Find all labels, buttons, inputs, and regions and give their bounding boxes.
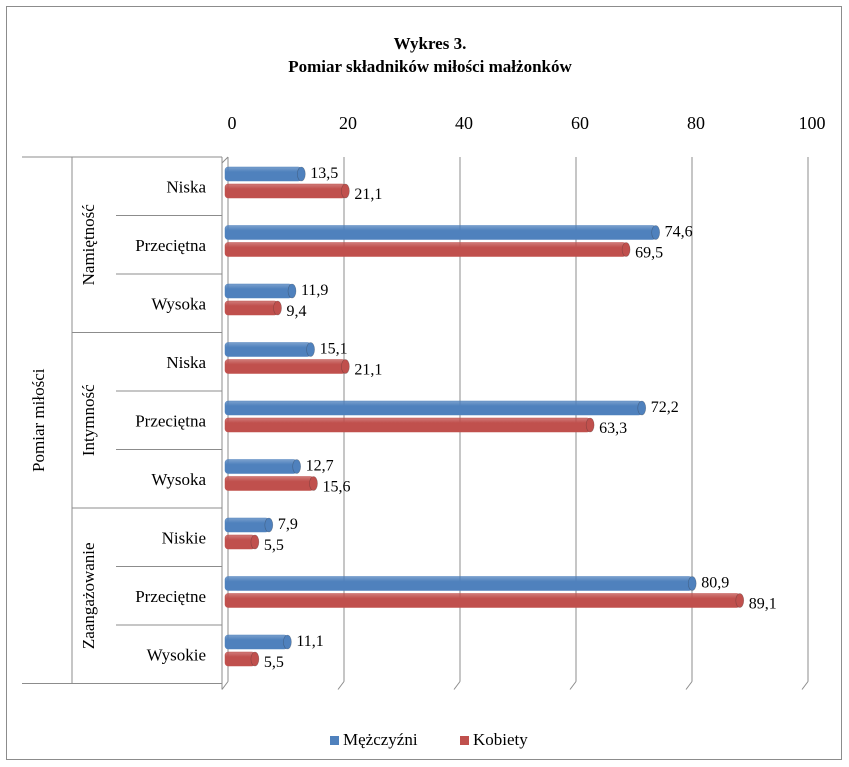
data-label: 21,1 bbox=[354, 362, 382, 379]
gridline-floor-80 bbox=[685, 681, 693, 690]
x-tick-label: 0 bbox=[228, 113, 237, 133]
category-label: Niska bbox=[166, 177, 206, 196]
x-tick-label: 40 bbox=[455, 113, 473, 133]
group-label: Namiętność bbox=[79, 204, 98, 286]
x-tick-label: 100 bbox=[799, 113, 826, 133]
bar-men bbox=[224, 225, 660, 240]
outer-group-label: Pomiar miłości bbox=[29, 368, 48, 472]
data-label: 11,9 bbox=[301, 282, 328, 299]
data-label: 15,6 bbox=[322, 479, 350, 496]
gridline-floor-20 bbox=[337, 681, 345, 690]
bar-men bbox=[224, 459, 301, 474]
bar-men bbox=[224, 166, 306, 182]
bar-men bbox=[224, 634, 292, 650]
category-label: Niska bbox=[166, 353, 206, 372]
data-label: 72,2 bbox=[651, 399, 679, 416]
category-label: Przeciętna bbox=[135, 411, 206, 430]
group-label: Zaangażowanie bbox=[79, 542, 98, 649]
bar-women bbox=[224, 242, 631, 257]
gridline-floor-100 bbox=[801, 681, 809, 690]
legend-swatch bbox=[330, 736, 339, 745]
x-tick-label: 60 bbox=[571, 113, 589, 133]
bar-women bbox=[224, 593, 745, 608]
category-label: Wysokie bbox=[147, 645, 206, 664]
group-label: Intymność bbox=[79, 384, 98, 456]
data-label: 12,7 bbox=[306, 458, 334, 475]
bar-men bbox=[224, 517, 274, 533]
data-label: 63,3 bbox=[599, 420, 627, 437]
data-label: 69,5 bbox=[635, 245, 663, 262]
bar-men bbox=[224, 342, 315, 357]
legend-swatch bbox=[460, 736, 469, 745]
bar-women bbox=[224, 300, 282, 316]
bar-women bbox=[224, 359, 350, 374]
category-label: Wysoka bbox=[151, 470, 206, 489]
category-label: Niskie bbox=[162, 528, 206, 547]
axis-top-edge bbox=[221, 156, 229, 164]
bar-women bbox=[224, 534, 260, 550]
x-tick-label: 80 bbox=[687, 113, 705, 133]
bar-women bbox=[224, 476, 318, 491]
data-label: 15,1 bbox=[320, 341, 348, 358]
bar-women bbox=[224, 417, 595, 433]
data-label: 80,9 bbox=[701, 575, 729, 592]
gridline-floor-0 bbox=[221, 681, 229, 690]
data-label: 9,4 bbox=[287, 303, 307, 320]
data-label: 21,1 bbox=[354, 186, 382, 203]
data-label: 74,6 bbox=[665, 224, 693, 241]
x-tick-label: 20 bbox=[339, 113, 357, 133]
data-label: 11,1 bbox=[296, 633, 323, 650]
gridline-floor-40 bbox=[453, 681, 461, 690]
data-label: 7,9 bbox=[278, 516, 298, 533]
legend-label: Mężczyźni bbox=[343, 730, 418, 749]
chart-frame bbox=[6, 6, 842, 760]
chart-title-line-1: Wykres 3. bbox=[394, 34, 467, 53]
chart-title-line-2: Pomiar składników miłości małżonków bbox=[288, 57, 572, 76]
data-label: 5,5 bbox=[264, 537, 284, 554]
bar-men bbox=[224, 576, 697, 591]
category-label: Wysoka bbox=[151, 294, 206, 313]
bar-women bbox=[224, 651, 260, 667]
data-label: 89,1 bbox=[749, 596, 777, 613]
bar-men bbox=[224, 400, 647, 416]
category-label: Przeciętne bbox=[135, 587, 206, 606]
gridline-floor-60 bbox=[569, 681, 577, 690]
data-label: 13,5 bbox=[310, 165, 338, 182]
bar-men bbox=[224, 283, 297, 299]
data-label: 5,5 bbox=[264, 654, 284, 671]
category-label: Przeciętna bbox=[135, 236, 206, 255]
legend-label: Kobiety bbox=[473, 730, 528, 749]
bar-women bbox=[224, 183, 350, 199]
